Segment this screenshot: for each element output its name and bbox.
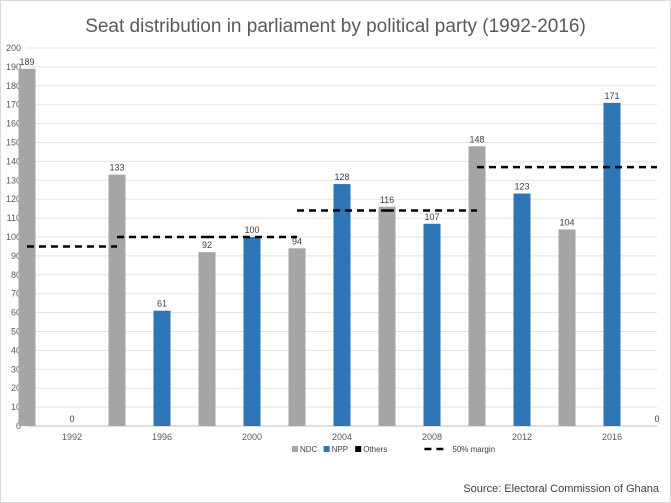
y-tick-label: 20 [11, 383, 21, 393]
y-tick-label: 60 [11, 308, 21, 318]
bar-npp [513, 193, 531, 426]
y-tick-label: 180 [6, 81, 21, 91]
bar-npp [153, 310, 171, 426]
data-label: 116 [380, 195, 394, 205]
data-label: 61 [157, 299, 167, 309]
y-tick-label: 140 [6, 156, 21, 166]
bar-npp [333, 184, 351, 426]
x-tick-label: 2016 [602, 432, 622, 442]
bar-ndc [108, 174, 126, 426]
data-label: 92 [202, 240, 212, 250]
x-tick-label: 2000 [242, 432, 262, 442]
legend-label-ndc: NDC [300, 445, 318, 454]
y-tick-label: 50 [11, 327, 21, 337]
y-tick-label: 110 [7, 213, 21, 223]
data-label: 128 [334, 172, 349, 182]
legend-label-margin: 50% margin [452, 445, 495, 454]
y-tick-label: 0 [16, 421, 21, 431]
source-note: Source: Electoral Commission of Ghana [463, 483, 659, 495]
y-tick-label: 120 [6, 194, 21, 204]
y-tick-label: 160 [6, 119, 21, 129]
legend-swatch-others [355, 446, 362, 452]
x-tick-label: 2004 [332, 432, 352, 442]
legend-swatch-npp [323, 446, 330, 452]
bar-ndc [198, 252, 216, 426]
y-tick-label: 30 [11, 364, 21, 374]
y-tick-label: 70 [11, 289, 21, 299]
y-tick-label: 150 [6, 138, 21, 148]
y-tick-label: 40 [11, 345, 21, 355]
bar-ndc [378, 206, 396, 426]
y-tick-label: 80 [11, 270, 21, 280]
legend-label-npp: NPP [332, 445, 348, 454]
x-tick-label: 2008 [422, 432, 442, 442]
bar-npp [603, 102, 621, 426]
y-tick-label: 130 [6, 175, 21, 185]
data-label: 171 [604, 91, 619, 101]
data-label: 0 [69, 414, 74, 424]
data-label: 189 [19, 57, 34, 67]
data-label: 104 [559, 217, 574, 227]
bar-ndc [558, 229, 576, 426]
y-tick-label: 190 [6, 62, 21, 72]
y-tick-label: 10 [11, 402, 21, 412]
bar-ndc [288, 248, 306, 426]
data-label: 148 [469, 134, 484, 144]
bar-ndc [468, 146, 486, 426]
bar-npp [423, 223, 441, 426]
legend-swatch-ndc [292, 446, 298, 452]
y-tick-label: 90 [11, 251, 21, 261]
data-label: 0 [654, 414, 659, 424]
x-tick-label: 1996 [152, 432, 172, 442]
chart-title: Seat distribution in parliament by polit… [85, 16, 586, 37]
y-tick-label: 170 [6, 100, 21, 110]
x-tick-label: 1992 [62, 432, 82, 442]
y-tick-label: 100 [6, 232, 21, 242]
data-label: 94 [292, 236, 302, 246]
legend-label-others: Others [363, 445, 387, 454]
data-label: 107 [424, 212, 439, 222]
data-label: 123 [514, 182, 529, 192]
data-label: 100 [244, 225, 259, 235]
x-tick-label: 2012 [512, 432, 532, 442]
data-label: 133 [109, 163, 124, 173]
bar-npp [243, 237, 261, 426]
y-tick-label: 200 [6, 43, 21, 53]
